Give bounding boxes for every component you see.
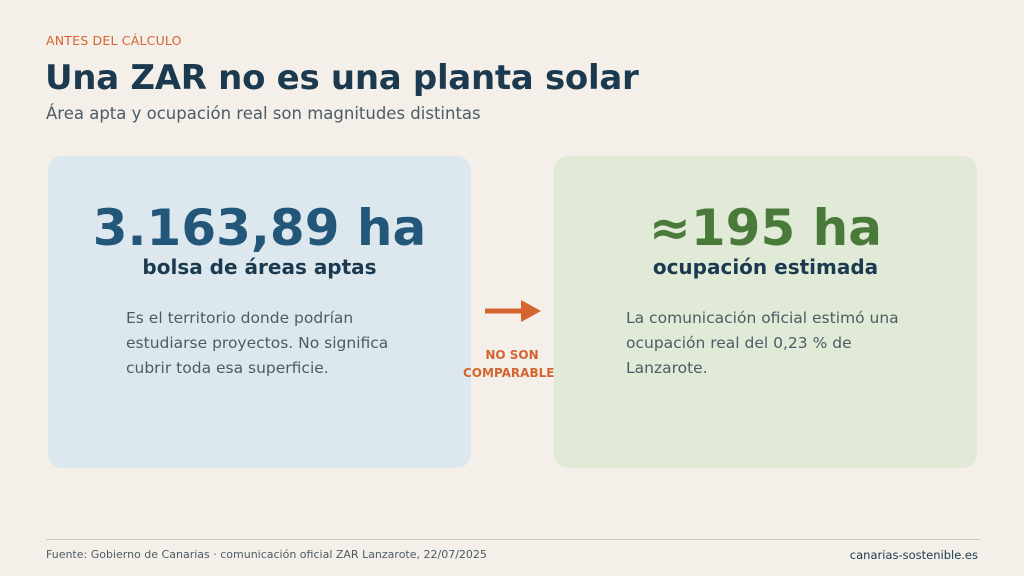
suitable-area-label: bolsa de áreas aptas	[142, 255, 377, 279]
not-comparable-label: NO SON COMPARABLES	[463, 348, 564, 380]
arrow-right-icon	[485, 300, 541, 322]
estimated-occupation-card: ≈195 ha ocupación estimada La comunicaci…	[554, 156, 977, 468]
section-kicker: ANTES DEL CÁLCULO	[46, 33, 182, 48]
page-title: Una ZAR no es una planta solar	[45, 58, 639, 98]
page-subtitle: Área apta y ocupación real son magnitude…	[46, 104, 481, 123]
estimated-occupation-value: ≈195 ha	[648, 199, 882, 257]
estimated-occupation-label: ocupación estimada	[652, 255, 879, 279]
source-note: Fuente: Gobierno de Canarias · comunicac…	[46, 548, 487, 561]
suitable-area-description: Es el territorio donde podrían estudiars…	[126, 309, 389, 377]
site-link[interactable]: canarias-sostenible.es	[849, 548, 978, 562]
footer-divider	[46, 539, 980, 540]
suitable-area-value: 3.163,89 ha	[92, 199, 427, 257]
suitable-area-card: 3.163,89 ha bolsa de áreas aptas Es el t…	[48, 156, 471, 468]
estimated-occupation-description: La comunicación oficial estimó una ocupa…	[626, 309, 899, 377]
